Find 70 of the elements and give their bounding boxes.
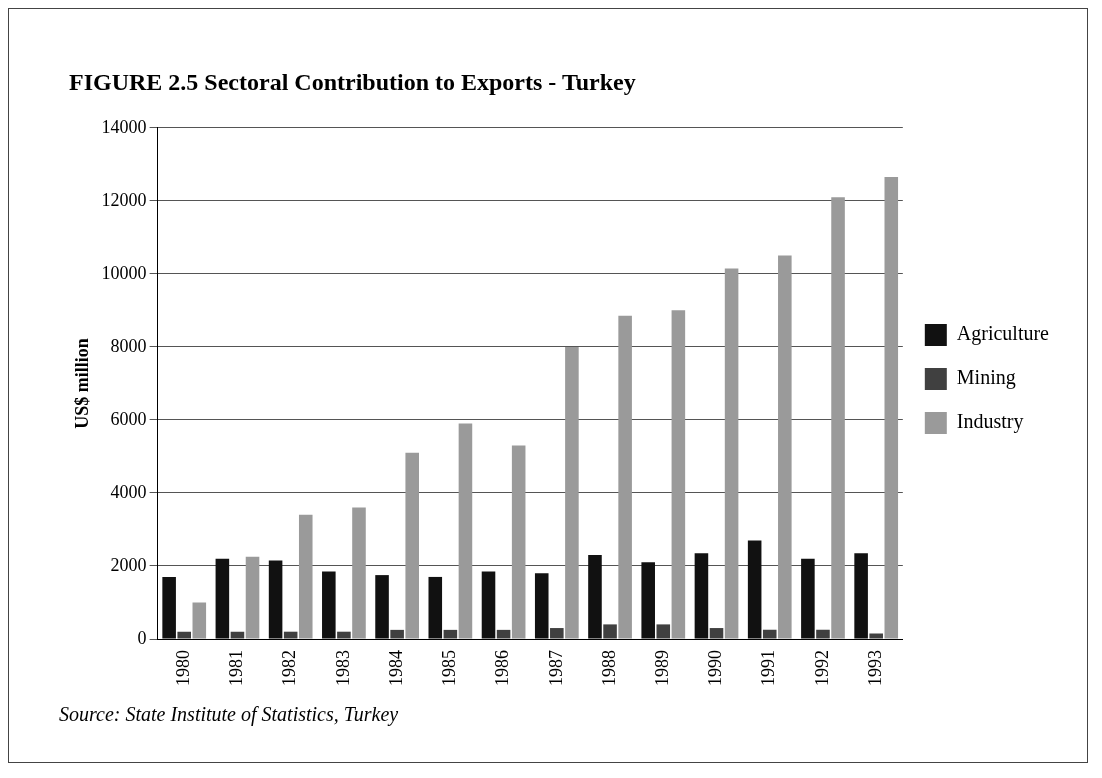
bar bbox=[869, 633, 883, 639]
y-tick-label: 10000 bbox=[101, 262, 147, 283]
x-tick-label: 1986 bbox=[492, 650, 513, 686]
bar bbox=[322, 571, 336, 639]
y-tick-label: 2000 bbox=[110, 554, 147, 575]
source-note: Source: State Institute of Statistics, Turkey bbox=[59, 703, 400, 726]
x-tick-label: 1991 bbox=[758, 650, 779, 686]
bar bbox=[443, 629, 458, 639]
bar bbox=[298, 514, 313, 639]
bar bbox=[709, 628, 724, 639]
bar bbox=[511, 445, 526, 639]
bar bbox=[268, 560, 283, 639]
bar bbox=[884, 177, 899, 639]
bar bbox=[352, 507, 366, 639]
bar bbox=[854, 553, 868, 639]
x-tick-label: 1989 bbox=[652, 650, 673, 686]
y-tick-label: 4000 bbox=[110, 481, 147, 502]
bar bbox=[230, 631, 245, 639]
bar bbox=[671, 310, 686, 639]
bar bbox=[618, 315, 632, 639]
bar bbox=[405, 452, 419, 639]
bar bbox=[192, 602, 207, 639]
bar bbox=[481, 571, 496, 639]
bar bbox=[534, 573, 549, 639]
bar bbox=[245, 556, 260, 639]
bar bbox=[565, 346, 579, 639]
bar bbox=[778, 255, 792, 639]
x-tick-label: 1983 bbox=[332, 650, 353, 686]
bar bbox=[747, 540, 762, 639]
bar bbox=[694, 553, 709, 639]
x-tick-label: 1982 bbox=[279, 650, 300, 686]
bar bbox=[588, 555, 602, 639]
bar bbox=[641, 562, 655, 639]
y-tick-label: 6000 bbox=[110, 408, 147, 429]
bar bbox=[390, 629, 404, 639]
bar bbox=[831, 197, 845, 639]
bar bbox=[458, 423, 473, 639]
bar bbox=[162, 576, 176, 639]
bar bbox=[550, 628, 564, 639]
x-tick-label: 1980 bbox=[172, 650, 193, 686]
bar bbox=[283, 631, 298, 639]
legend-label: Industry bbox=[956, 410, 1024, 434]
y-axis-title: US$ million bbox=[72, 338, 93, 429]
x-tick-label: 1993 bbox=[864, 650, 885, 686]
bar bbox=[496, 629, 511, 639]
legend-label: Agriculture bbox=[956, 322, 1050, 346]
bar bbox=[375, 575, 389, 639]
bar bbox=[337, 631, 351, 639]
x-tick-label: 1988 bbox=[598, 650, 619, 686]
y-tick-label: 0 bbox=[137, 627, 147, 648]
x-tick-label: 1981 bbox=[226, 650, 247, 686]
bar bbox=[801, 558, 815, 639]
x-tick-label: 1985 bbox=[439, 650, 460, 686]
bar bbox=[762, 629, 777, 639]
x-tick-label: 1987 bbox=[545, 650, 566, 686]
chart-title: FIGURE 2.5 Sectoral Contribution to Exports - Turkey bbox=[69, 68, 636, 95]
bar bbox=[215, 558, 230, 639]
y-tick-label: 12000 bbox=[101, 189, 147, 210]
legend-label: Mining bbox=[956, 366, 1016, 390]
x-tick-label: 1990 bbox=[705, 650, 726, 686]
x-tick-label: 1992 bbox=[811, 650, 832, 686]
y-tick-label: 14000 bbox=[101, 116, 147, 137]
y-tick-label: 8000 bbox=[110, 335, 147, 356]
bar bbox=[603, 624, 617, 639]
x-tick-label: 1984 bbox=[385, 650, 406, 686]
bar bbox=[816, 629, 830, 639]
bar bbox=[656, 624, 671, 639]
bar bbox=[177, 631, 191, 639]
bar bbox=[428, 576, 443, 639]
bar bbox=[724, 268, 739, 639]
